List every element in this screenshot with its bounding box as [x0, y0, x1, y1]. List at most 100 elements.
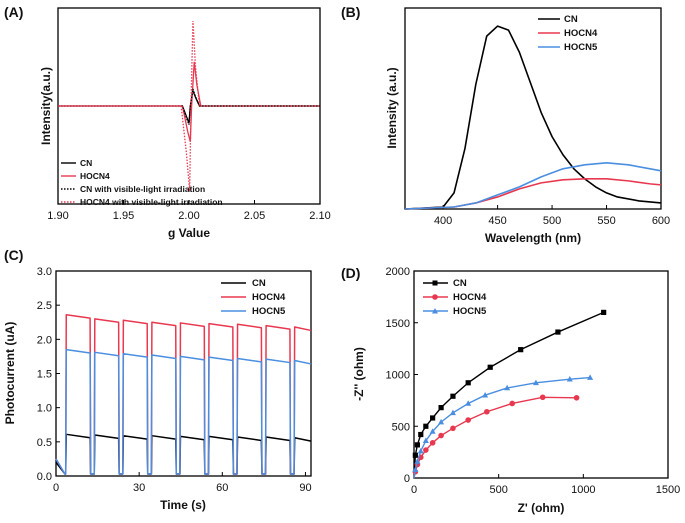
panel-c: 0 30 60 90 0.0 0.5 1.0 1.5 2.0 2.5 3.0 Time (s) P…	[3, 266, 312, 512]
series-hocn5-point	[449, 409, 456, 416]
panel-c-x-ticks: 0 30 60 90	[53, 472, 312, 494]
series-cn-point	[430, 415, 436, 421]
panel-a-series	[58, 20, 320, 192]
panel-a-x-tick-label: 1.95	[113, 210, 134, 222]
series-hocn4-line	[413, 396, 577, 479]
panel-a-x-title: g Value	[168, 226, 210, 240]
legend-d-label-cn: CN	[453, 278, 467, 289]
panel-c-y-title: Photocurrent (uA)	[3, 322, 17, 425]
panel-d-x-tick-label: 1000	[571, 484, 595, 496]
panel-b-y-title: Intensity (a.u.)	[385, 67, 399, 148]
series-hocn4-with-visible-light-irradiation-line	[58, 20, 320, 192]
series-cn-point	[555, 329, 561, 335]
panel-a-legend: CN HOCN4 CN with visible-light irradiati…	[61, 158, 223, 207]
series-hocn5-point	[438, 418, 445, 425]
panel-d-x-title: Z' (ohm)	[518, 501, 565, 515]
panel-d-y-title: -Z'' (ohm)	[352, 347, 366, 401]
legend-d-label-hocn4: HOCN4	[453, 292, 487, 303]
panel-a-x-ticks: 1.90 1.95 2.00 2.05 2.10	[47, 200, 331, 222]
series-cn-point	[414, 442, 420, 448]
panel-c-x-tick-label: 0	[53, 482, 59, 494]
series-hocn5-point	[465, 400, 472, 406]
panel-b: 400 450 500 550 600 Wavelength (nm) Intensit…	[385, 7, 670, 245]
series-cn-line	[413, 311, 604, 479]
series-cn-point	[450, 393, 456, 399]
series-cn-with-visible-light-irradiation-line	[58, 88, 320, 125]
legend-b-label-hocn4: HOCN4	[564, 28, 598, 39]
series-cn-point	[518, 347, 524, 353]
panel-label-b: (B)	[341, 4, 360, 20]
panel-d-y-tick-label: 0	[404, 473, 410, 485]
legend-a-label-cn-light: CN with visible-light irradiation	[80, 184, 205, 194]
legend-a-label-hocn4: HOCN4	[80, 171, 110, 181]
series-hocn5-point	[482, 392, 489, 398]
series-cn-line	[404, 25, 662, 210]
legend-d-marker-cn	[432, 280, 438, 286]
panel-a-x-tick-label: 2.05	[244, 210, 265, 222]
series-hocn5-line	[55, 348, 312, 475]
panel-d: 0 500 1000 1500 0 500 1000 1500 2000 Z' (ohm) -…	[352, 266, 680, 515]
panel-c-y-ticks: 0.0 0.5 1.0 1.5 2.0 2.5 3.0	[37, 266, 60, 483]
panel-a: 1.90 1.95 2.00 2.05 2.10 g Value Intensity(a…	[39, 7, 331, 240]
panel-d-legend: CN HOCN4 HOCN5	[423, 278, 487, 317]
panel-label-a: (A)	[4, 4, 23, 20]
panel-b-x-tick-label: 600	[652, 215, 670, 227]
panel-c-x-title: Time (s)	[160, 498, 206, 512]
panel-c-y-tick-label: 1.5	[37, 369, 52, 381]
panel-a-x-tick-label: 2.10	[309, 210, 330, 222]
series-hocn4-point	[509, 400, 516, 407]
series-hocn5-point	[412, 466, 419, 473]
panel-c-x-tick-label: 30	[133, 482, 145, 494]
panel-d-y-tick-label: 1500	[386, 318, 410, 330]
legend-c-label-cn: CN	[252, 278, 266, 289]
series-hocn4-point	[438, 432, 444, 439]
legend-a-label-hocn4-light: HOCN4 with visible-light irradiation	[80, 197, 223, 207]
legend-c-label-hocn4: HOCN4	[252, 292, 286, 303]
series-hocn5-point	[587, 374, 594, 380]
series-cn-point	[423, 423, 429, 429]
panel-d-y-tick-label: 1000	[386, 370, 410, 382]
series-cn-point	[438, 405, 444, 411]
series-hocn5-point	[532, 379, 539, 386]
panel-c-y-tick-label: 2.5	[37, 300, 52, 312]
panel-c-y-tick-label: 2.0	[37, 334, 52, 346]
panel-a-x-tick-label: 2.00	[178, 210, 199, 222]
series-hocn5-point	[414, 458, 421, 464]
series-hocn4-point	[429, 440, 436, 446]
series-hocn4-point	[450, 425, 456, 432]
panel-b-x-tick-label: 400	[434, 215, 452, 227]
legend-d-marker-hocn5	[432, 308, 438, 314]
legend-b-label-hocn5: HOCN5	[564, 42, 598, 53]
series-hocn4-point	[484, 408, 490, 415]
panel-d-y-tick-label: 500	[392, 421, 410, 433]
panel-c-y-tick-label: 0.5	[37, 437, 52, 449]
legend-a-label-cn: CN	[80, 158, 92, 168]
panel-label-c: (C)	[4, 247, 23, 263]
series-cn-point	[487, 364, 493, 370]
legend-d-marker-hocn4	[432, 294, 438, 300]
legend-d-label-hocn5: HOCN5	[453, 306, 487, 317]
series-hocn4-point	[465, 417, 471, 423]
series-hocn5-line	[413, 376, 591, 479]
panel-b-x-tick-label: 500	[543, 215, 561, 227]
series-hocn5-point	[429, 428, 436, 434]
legend-b-label-cn: CN	[564, 14, 578, 25]
series-hocn4-point	[539, 394, 546, 401]
series-hocn5-point	[417, 447, 424, 454]
legend-c-label-hocn5: HOCN5	[252, 306, 286, 317]
panel-d-y-tick-label: 2000	[386, 266, 410, 278]
panel-c-y-tick-label: 1.0	[37, 403, 52, 415]
series-hocn5-point	[504, 384, 511, 391]
panel-label-d: (D)	[341, 265, 360, 281]
panel-d-x-ticks: 0 500 1000 1500	[411, 474, 680, 496]
series-hocn5-point	[566, 375, 573, 382]
panel-b-x-ticks: 400 450 500 550 600	[434, 205, 670, 227]
panel-c-x-tick-label: 60	[216, 482, 228, 494]
series-hocn4-point	[423, 447, 429, 453]
panel-c-y-tick-label: 3.0	[37, 266, 52, 278]
series-cn-point	[601, 309, 607, 315]
panel-d-x-tick-label: 1500	[656, 484, 680, 496]
panel-c-series	[55, 313, 312, 475]
